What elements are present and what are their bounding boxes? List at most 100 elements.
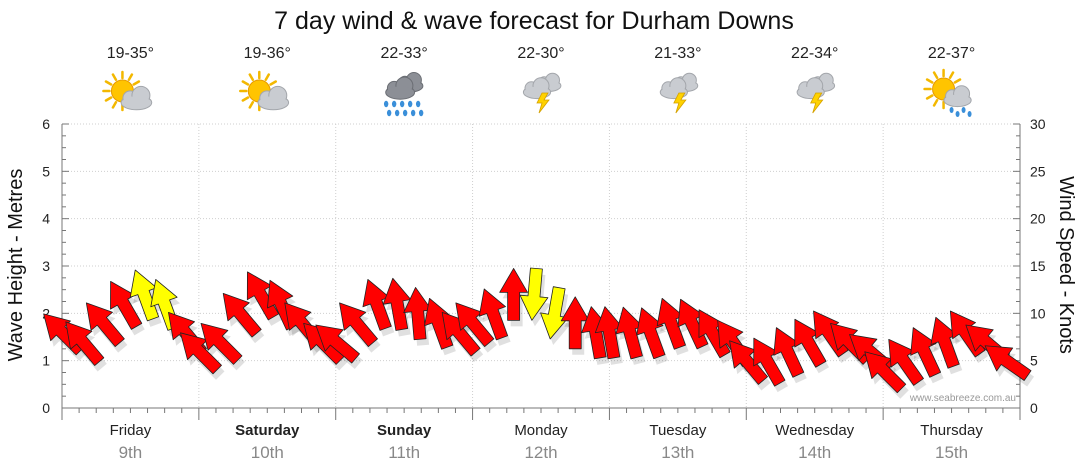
rain-drop	[415, 100, 421, 108]
cloud-shape	[943, 85, 972, 108]
right-tick-label: 30	[1030, 116, 1046, 132]
day-name-label: Saturday	[235, 422, 300, 439]
wind-arrow	[753, 337, 786, 387]
thunderstorm-icon	[659, 72, 699, 114]
wind-arrow	[222, 293, 262, 338]
day-date-label: 15th	[935, 443, 968, 462]
lightning-bolt	[673, 92, 687, 114]
rain-drop	[394, 109, 400, 117]
wind-arrow	[110, 280, 143, 330]
wind-arrow	[129, 269, 160, 322]
left-tick-label: 1	[42, 353, 50, 369]
day-name-label: Friday	[110, 422, 152, 439]
rain-drop	[961, 107, 966, 113]
day-name-label: Wednesday	[775, 422, 854, 439]
wind-arrow	[864, 351, 907, 394]
weather-icon-row	[102, 68, 972, 117]
sun-ray	[127, 73, 134, 81]
cloud-shape	[257, 85, 290, 111]
sun-ray	[925, 94, 934, 100]
credit-label: www.seabreeze.com.au	[909, 393, 1016, 404]
day-date-label: 10th	[251, 443, 284, 462]
rain-drop	[418, 109, 424, 117]
wind-arrow	[519, 267, 549, 321]
wind-arrow	[888, 338, 924, 386]
sun-ray	[248, 101, 255, 109]
wind-arrow	[65, 321, 105, 366]
rain-drop	[410, 109, 416, 117]
right-tick-label: 25	[1030, 163, 1046, 179]
rain-drop	[391, 100, 397, 108]
right-axis-label: Wind Speed - Knots	[1055, 176, 1077, 354]
sun-ray	[932, 71, 939, 79]
wind-arrow	[85, 302, 125, 347]
sun-ray	[269, 80, 277, 86]
right-tick-label: 10	[1030, 305, 1046, 321]
wind-arrow	[594, 306, 624, 360]
right-tick-label: 15	[1030, 258, 1046, 274]
lightning-bolt	[536, 92, 550, 114]
rain-drop	[383, 100, 389, 108]
temperature-row: 19-35° 19-36° 22-33° 22-30° 21-33° 22-34° 22-3…	[107, 45, 975, 62]
day-date-label: 9th	[119, 443, 143, 462]
partly-cloudy-sun-icon	[239, 70, 290, 112]
sun-ray	[104, 80, 113, 86]
day-date-label: 14th	[798, 443, 831, 462]
wind-arrow	[794, 318, 827, 368]
sun-ray	[953, 78, 962, 84]
rain-drop	[407, 100, 413, 108]
lightning-bolt	[810, 92, 824, 114]
wind-arrow	[560, 296, 590, 350]
chart-title: 7 day wind & wave forecast for Durham Do…	[274, 7, 794, 35]
wind-arrow	[478, 288, 509, 341]
wind-arrow	[636, 307, 666, 360]
rain-drop	[949, 107, 954, 113]
wind-arrow	[773, 327, 805, 378]
wind-arrow	[930, 316, 960, 369]
wind-arrow	[382, 277, 412, 331]
rain-drop	[967, 111, 972, 117]
wind-arrow	[339, 302, 378, 347]
wind-arrow	[910, 327, 942, 378]
plot-axes: 0 1 2 3 4 5 6 0 5 10 15 20 25 30	[42, 116, 1046, 420]
day-date-label: 13th	[661, 443, 694, 462]
right-tick-label: 5	[1030, 353, 1038, 369]
cloud-shape	[120, 85, 153, 111]
wind-arrow	[246, 271, 280, 321]
wind-arrow	[424, 297, 454, 350]
sun-ray	[132, 80, 141, 86]
day-name-label: Sunday	[377, 422, 432, 439]
cloud-part	[122, 96, 151, 109]
day-date-label: 11th	[388, 443, 420, 462]
temperature-range-label: 19-36°	[244, 45, 291, 62]
temperature-range-label: 22-30°	[517, 45, 564, 62]
sun-ray	[241, 96, 250, 102]
day-name-label: Thursday	[920, 422, 983, 439]
cloud-part	[386, 86, 414, 99]
partly-cloudy-sun-icon	[102, 70, 153, 112]
sun-ray	[932, 99, 939, 107]
sun-ray	[111, 73, 118, 81]
rain-drop	[386, 109, 392, 117]
cloud-part	[258, 96, 288, 109]
wind-arrow	[200, 322, 243, 365]
wind-arrow	[615, 306, 644, 360]
temperature-range-label: 22-37°	[928, 45, 975, 62]
right-tick-label: 0	[1030, 400, 1038, 416]
sun-ray	[111, 101, 118, 109]
rain-cloud-icon	[383, 72, 424, 117]
temperature-range-label: 19-35°	[107, 45, 154, 62]
left-tick-label: 5	[42, 163, 50, 179]
thunderstorm-icon	[522, 72, 562, 114]
wind-arrow	[540, 286, 569, 340]
sun-ray	[264, 73, 271, 81]
left-tick-label: 4	[42, 211, 50, 227]
day-date-label: 12th	[524, 443, 557, 462]
wind-arrow	[656, 297, 686, 350]
wind-arrow	[180, 332, 222, 375]
thunderstorm-icon	[796, 72, 836, 114]
day-labels: Friday 9th Saturday 10th Sunday 11th Monday 12t…	[110, 422, 984, 462]
wind-arrow	[441, 311, 481, 357]
left-tick-label: 2	[42, 305, 50, 321]
wind-arrow	[984, 345, 1032, 381]
